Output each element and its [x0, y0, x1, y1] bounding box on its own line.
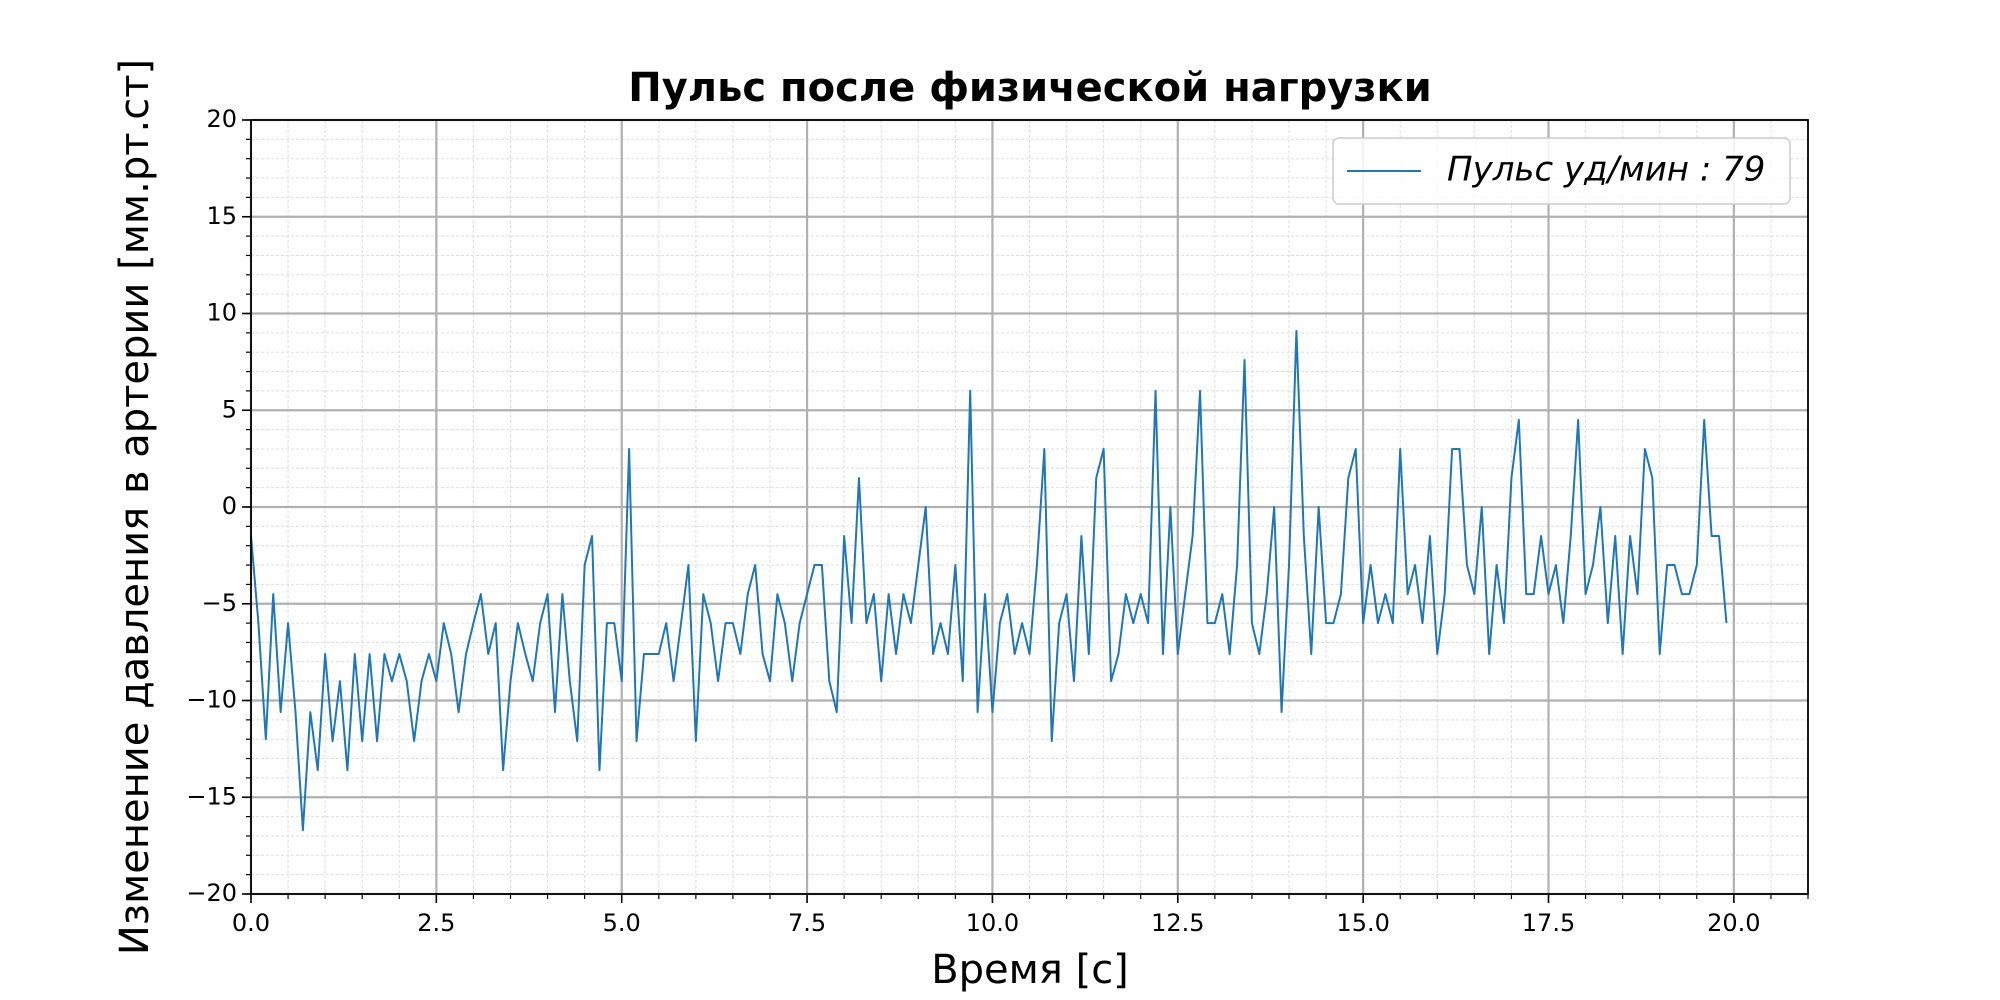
y-tick-label: 15: [206, 202, 237, 230]
x-tick-label: 2.5: [417, 909, 455, 937]
y-tick-label: 20: [206, 105, 237, 133]
x-tick-label: 17.5: [1522, 909, 1575, 937]
x-tick-label: 5.0: [603, 909, 641, 937]
data-line: [250, 329, 1728, 832]
x-tick-label: 20.0: [1707, 909, 1760, 937]
y-tick-label: −5: [202, 589, 237, 617]
y-tick-label: 10: [206, 299, 237, 327]
x-tick-label: 7.5: [788, 909, 826, 937]
axes-frame: [250, 119, 1809, 895]
y-tick-label: −15: [186, 782, 237, 810]
y-tick-label: 5: [222, 395, 237, 423]
x-tick-label: 10.0: [966, 909, 1019, 937]
chart-title: Пульс после физической нагрузки: [628, 65, 1431, 111]
x-tick-label: 12.5: [1151, 909, 1204, 937]
legend-label: Пульс уд/мин : 79: [1447, 150, 1765, 190]
x-tick-label: 0.0: [232, 909, 270, 937]
x-tick-label: 15.0: [1336, 909, 1389, 937]
y-tick-label: −10: [186, 686, 237, 714]
y-axis-label: Изменение давления в артерии [мм.рт.ст]: [112, 59, 158, 955]
legend: Пульс уд/мин : 79: [1332, 137, 1791, 205]
legend-box: [1332, 137, 1791, 205]
y-tick-label: 0: [222, 492, 237, 520]
x-axis-label: Время [с]: [931, 947, 1129, 993]
y-tick-label: −20: [186, 879, 237, 907]
